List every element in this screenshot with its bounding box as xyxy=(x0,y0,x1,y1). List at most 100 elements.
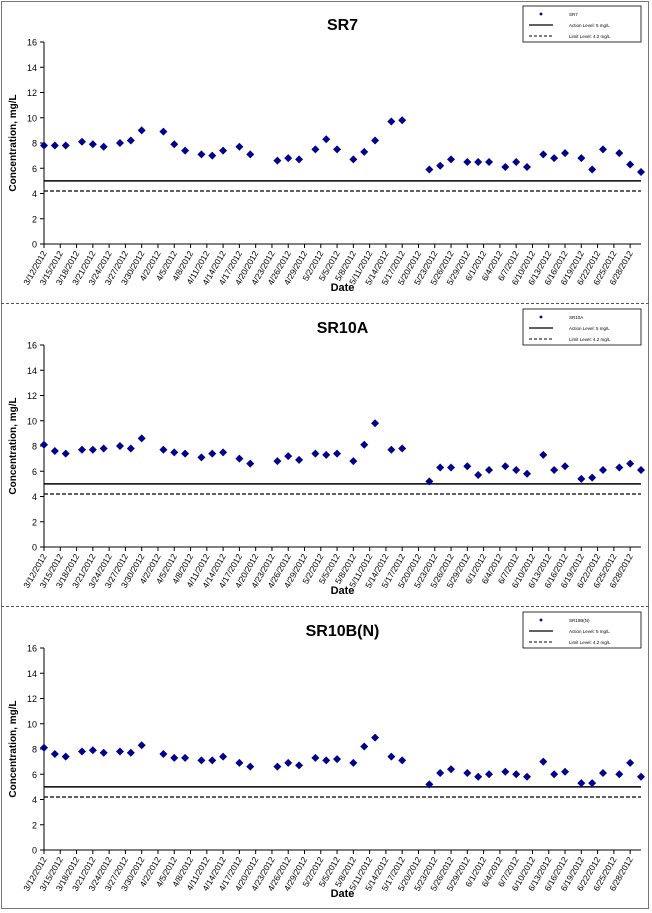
data-point xyxy=(50,141,59,150)
data-point xyxy=(208,151,217,160)
y-tick-label: 6 xyxy=(32,467,37,477)
data-point xyxy=(615,770,624,779)
data-point xyxy=(126,748,135,757)
data-point xyxy=(463,462,472,471)
data-point xyxy=(577,474,586,483)
data-point xyxy=(126,444,135,453)
chart-title: SR10A xyxy=(317,320,369,337)
legend-label: Action Level: 5 mg/L xyxy=(569,23,610,28)
data-point xyxy=(436,463,445,472)
legend-label: Action Level: 5 mg/L xyxy=(569,326,610,331)
y-tick-label: 12 xyxy=(27,694,37,704)
panel-divider xyxy=(1,303,649,304)
y-tick-label: 4 xyxy=(32,492,37,502)
data-point xyxy=(447,765,456,774)
y-tick-label: 0 xyxy=(32,240,37,250)
y-tick-label: 12 xyxy=(27,88,37,98)
data-point xyxy=(474,471,483,480)
data-point xyxy=(550,154,559,163)
data-point xyxy=(360,147,369,156)
y-tick-label: 2 xyxy=(32,214,37,224)
data-point xyxy=(170,753,179,762)
data-point xyxy=(539,757,548,766)
y-tick-label: 10 xyxy=(27,416,37,426)
data-point xyxy=(99,748,108,757)
data-point xyxy=(219,448,228,457)
y-tick-label: 0 xyxy=(32,543,37,553)
data-point xyxy=(284,154,293,163)
data-point xyxy=(349,457,358,466)
y-axis-label: Concentration, mg/L xyxy=(8,94,19,191)
data-point xyxy=(170,448,179,457)
data-point xyxy=(61,449,70,458)
data-point xyxy=(626,160,635,169)
data-point xyxy=(137,434,146,443)
data-point xyxy=(77,747,86,756)
data-point xyxy=(61,752,70,761)
data-point xyxy=(159,445,168,454)
data-point xyxy=(273,156,282,165)
data-point xyxy=(40,743,48,752)
data-point xyxy=(501,462,510,471)
data-point xyxy=(463,768,472,777)
x-axis-label: Date xyxy=(331,888,355,900)
data-point xyxy=(577,779,586,788)
data-point xyxy=(246,762,255,771)
data-point xyxy=(197,756,206,765)
data-point xyxy=(485,770,494,779)
data-point xyxy=(637,168,645,177)
data-point xyxy=(311,753,320,762)
data-point xyxy=(50,750,59,759)
legend-box xyxy=(522,611,642,649)
panel-divider xyxy=(1,606,649,607)
data-point xyxy=(311,449,320,458)
y-tick-label: 8 xyxy=(32,745,37,755)
data-point xyxy=(447,463,456,472)
data-point xyxy=(626,459,635,468)
data-point xyxy=(126,136,135,145)
data-point xyxy=(387,117,396,126)
data-point xyxy=(637,772,645,781)
data-point xyxy=(349,758,358,767)
data-point xyxy=(447,155,456,164)
data-point xyxy=(40,440,48,449)
y-axis-label: Concentration, mg/L xyxy=(8,700,19,797)
data-point xyxy=(219,752,228,761)
data-point xyxy=(561,462,570,471)
legend-box xyxy=(522,308,642,346)
data-point xyxy=(539,450,548,459)
data-point xyxy=(40,141,48,150)
y-tick-label: 6 xyxy=(32,164,37,174)
y-tick-label: 2 xyxy=(32,820,37,830)
data-point xyxy=(181,753,190,762)
data-point xyxy=(77,445,86,454)
data-point xyxy=(159,750,168,759)
data-point xyxy=(371,136,380,145)
data-point xyxy=(588,473,597,482)
data-point xyxy=(501,767,510,776)
data-point xyxy=(181,146,190,155)
data-point xyxy=(159,127,168,136)
data-point xyxy=(137,126,146,135)
data-point xyxy=(137,741,146,750)
y-tick-label: 8 xyxy=(32,139,37,149)
y-tick-label: 12 xyxy=(27,391,37,401)
data-point xyxy=(425,477,434,486)
legend-box xyxy=(522,5,642,43)
chart-title: SR10B(N) xyxy=(306,623,380,640)
chart-panel-sr10a: SR10A 0 2 4 6 8 10 12 14 16 Concentration, mg/L 3/1… xyxy=(1,305,649,605)
y-tick-label: 10 xyxy=(27,719,37,729)
legend-label: SR10B(N) xyxy=(569,618,590,623)
data-point xyxy=(485,465,494,474)
data-point xyxy=(284,758,293,767)
data-point xyxy=(588,779,597,788)
data-point xyxy=(387,445,396,454)
data-point xyxy=(474,157,483,166)
data-point xyxy=(246,150,255,159)
data-point xyxy=(219,146,228,155)
data-point xyxy=(61,141,70,150)
data-point xyxy=(588,165,597,174)
data-point xyxy=(235,454,244,463)
chart-panel-sr10bn: SR10B(N) 0 2 4 6 8 10 12 14 16 Concentration, mg/L… xyxy=(1,608,649,908)
